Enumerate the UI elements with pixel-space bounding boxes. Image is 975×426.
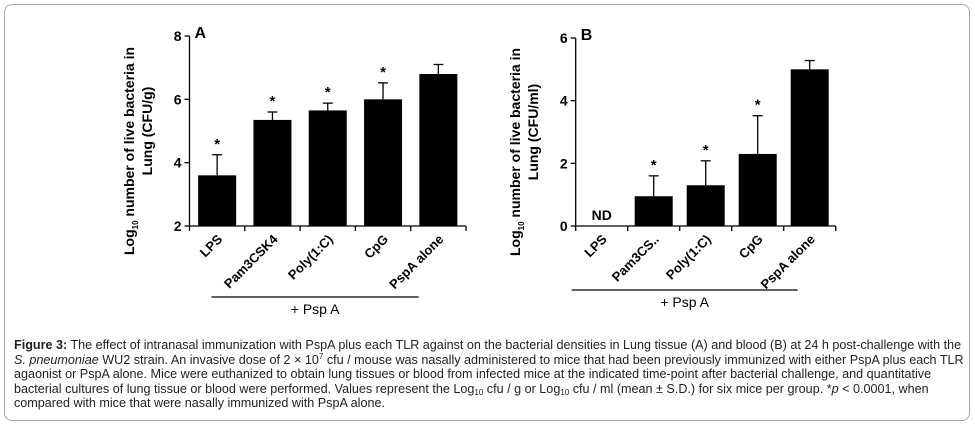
category-label: CpG	[736, 232, 766, 262]
significance-marker: *	[380, 64, 386, 81]
y-axis-label-subscript: 10	[131, 220, 140, 229]
caption-text-5: cfu / ml (mean ± S.D.) for six mice per …	[569, 381, 832, 396]
bar	[686, 185, 725, 226]
bar	[634, 196, 673, 226]
category-label: CpG	[361, 232, 391, 262]
y-tick-label: 4	[560, 93, 568, 109]
caption-subscript-1: 10	[474, 387, 484, 397]
y-tick-label: 6	[560, 30, 568, 46]
bar	[253, 119, 292, 226]
nd-annotation: ND	[592, 207, 612, 223]
bar	[419, 74, 458, 226]
y-axis-label-rest: number of live bacteria in	[507, 48, 523, 222]
panel-title: A	[195, 25, 207, 42]
caption-text-4: cfu / g or Log	[483, 381, 561, 396]
y-axis-label-line1: Log10 number of live bacteria in	[121, 47, 140, 255]
significance-marker: *	[755, 97, 761, 114]
figure-frame	[4, 4, 970, 421]
y-tick-label: 8	[174, 28, 182, 44]
y-axis-label-rest: number of live bacteria in	[121, 47, 137, 221]
category-label: Pam3CSK4	[221, 231, 281, 291]
category-label: LPS	[197, 231, 226, 260]
y-tick-label: 2	[560, 155, 568, 171]
y-axis-label-line2: Lung (CFU/ml)	[525, 84, 541, 180]
bracket-label: + Psp A	[660, 294, 709, 310]
y-axis-label-line1: Log10 number of live bacteria in	[507, 48, 526, 256]
y-tick-label: 6	[174, 91, 182, 107]
caption-label: Figure 3:	[14, 338, 68, 352]
significance-marker: *	[703, 142, 709, 159]
bar	[790, 69, 829, 226]
caption-p: p	[831, 381, 839, 396]
figure-caption: Figure 3: The effect of intranasal immun…	[14, 338, 964, 411]
y-axis-label-line2: Lung (CFU/g)	[139, 87, 155, 176]
caption-text-6: < 0.0001, when compared with mice that w…	[14, 381, 929, 411]
category-label: PspA alone	[757, 232, 817, 292]
bracket-label: + Psp A	[291, 301, 340, 317]
bar	[308, 110, 347, 226]
y-tick-label: 2	[174, 218, 182, 234]
y-axis-label-log: Log	[121, 229, 137, 255]
caption-text-3: cfu / mouse was nasally administered to …	[14, 352, 964, 396]
bar	[364, 99, 403, 226]
category-label: Poly(1:C)	[285, 232, 336, 283]
category-label: Pam3CS..	[609, 232, 662, 285]
category-label: LPS	[581, 231, 610, 260]
caption-species: S. pneumoniae	[14, 352, 99, 367]
caption-text-2: WU2 strain. An invasive dose of 2 × 10	[98, 352, 319, 367]
significance-marker: *	[270, 93, 276, 110]
significance-marker: *	[325, 84, 331, 101]
category-label: Poly(1:C)	[663, 232, 714, 283]
category-label: PspA alone	[386, 232, 446, 292]
bar	[738, 153, 777, 226]
y-tick-label: 0	[560, 218, 568, 234]
y-axis-label-subscript: 10	[517, 221, 526, 230]
caption-subscript-2: 10	[560, 387, 570, 397]
panel-title: B	[581, 27, 593, 44]
significance-marker: *	[214, 136, 220, 153]
caption-text-1: The effect of intranasal immunization wi…	[67, 338, 962, 352]
bar	[198, 175, 237, 226]
y-axis-label-log: Log	[507, 230, 523, 256]
significance-marker: *	[651, 157, 657, 174]
caption-exponent: 7	[318, 351, 324, 361]
y-tick-label: 4	[174, 155, 182, 171]
